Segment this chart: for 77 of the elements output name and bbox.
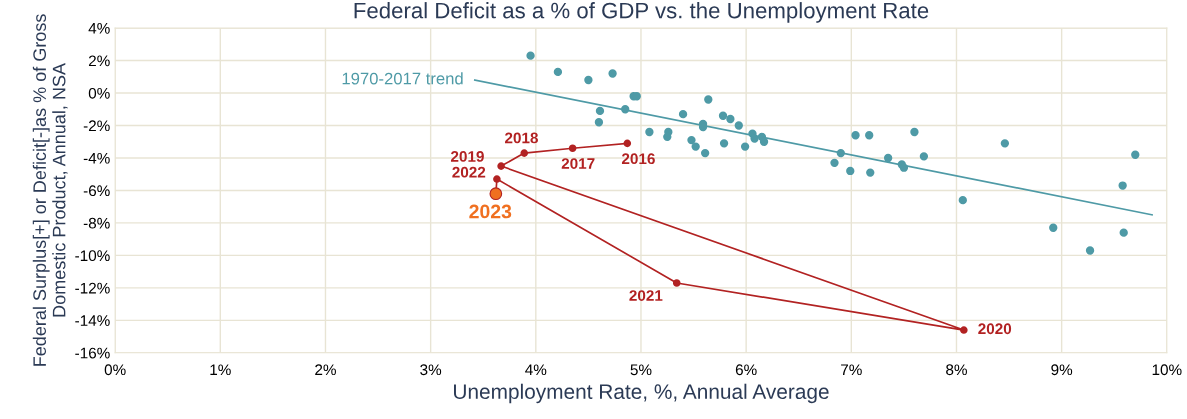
y-tick-label: -6%	[83, 185, 110, 197]
point	[493, 175, 501, 183]
point	[584, 75, 593, 85]
annotation: 2022	[452, 166, 486, 178]
point	[595, 106, 605, 116]
y-tick-label: -4%	[83, 152, 110, 164]
y-axis-title: Federal Surplus[+] or Deficit[-]as % of Gross Domestic Product, Annual, NSA	[32, 14, 68, 366]
point	[526, 51, 535, 60]
x-axis-title: Unemployment Rate, %, Annual Average	[454, 383, 829, 404]
annotation: 2017	[561, 158, 595, 169]
point	[1000, 139, 1010, 148]
point	[883, 153, 893, 163]
x-tick-label: 3%	[420, 364, 442, 376]
point	[704, 95, 713, 104]
point	[958, 196, 967, 205]
point	[687, 135, 696, 145]
x-tick-label: 10%	[1152, 364, 1182, 376]
point	[594, 118, 604, 127]
point	[1049, 223, 1058, 232]
y-tick-label: 4%	[88, 23, 110, 34]
point	[553, 67, 563, 77]
point	[919, 152, 929, 161]
point	[520, 149, 529, 157]
x-tick-label: 0%	[104, 364, 126, 376]
chart-title: Federal Deficit as a % of GDP vs. the Unemployment Rate	[354, 2, 929, 23]
point	[1085, 246, 1095, 255]
x-tick-label: 4%	[525, 364, 547, 376]
x-tick-label: 8%	[946, 364, 967, 376]
point	[497, 162, 505, 170]
point	[1119, 228, 1128, 237]
point	[740, 142, 750, 151]
point	[621, 105, 630, 114]
y-tick-label: 0%	[88, 87, 110, 99]
point	[865, 131, 874, 140]
point	[700, 148, 710, 158]
point	[678, 109, 688, 119]
point	[568, 144, 577, 153]
x-tick-label: 9%	[1051, 364, 1073, 376]
y-tick-label: -14%	[75, 315, 110, 326]
x-tick-label: 6%	[735, 364, 757, 376]
y-tick-label: 2%	[88, 55, 110, 67]
point	[830, 158, 839, 167]
y-tick-label: -10%	[75, 250, 110, 262]
point	[718, 111, 728, 120]
point	[851, 131, 860, 140]
point	[836, 148, 845, 158]
y-tick-label: -2%	[83, 120, 110, 132]
x-tick-label: 7%	[841, 364, 862, 376]
point	[608, 69, 617, 78]
annotation: 2016	[621, 153, 655, 165]
point	[623, 139, 632, 148]
point	[719, 139, 729, 148]
point	[759, 137, 769, 146]
point	[960, 326, 968, 334]
point	[726, 114, 735, 124]
point	[734, 121, 743, 130]
annotation: 2018	[505, 132, 538, 144]
point	[663, 132, 672, 142]
point	[1131, 150, 1140, 159]
x-tick-label: 1%	[210, 364, 231, 376]
point	[1118, 181, 1127, 190]
annotation: 2019	[450, 151, 484, 162]
point	[846, 166, 855, 176]
annotation: 2020	[978, 323, 1012, 335]
point	[691, 142, 700, 151]
y-tick-label: -8%	[83, 217, 110, 229]
point	[645, 127, 654, 137]
point	[910, 127, 919, 137]
x-tick-label: 5%	[630, 364, 652, 376]
series-label: 1970-2017 trend	[342, 72, 463, 85]
y-tick-label: -12%	[75, 282, 110, 294]
x-tick-label: 2%	[315, 364, 336, 376]
point	[866, 168, 875, 177]
annotation: 2023	[469, 204, 512, 219]
y-tick-label: -16%	[75, 347, 110, 359]
point	[672, 279, 681, 287]
annotation: 2021	[629, 290, 663, 301]
